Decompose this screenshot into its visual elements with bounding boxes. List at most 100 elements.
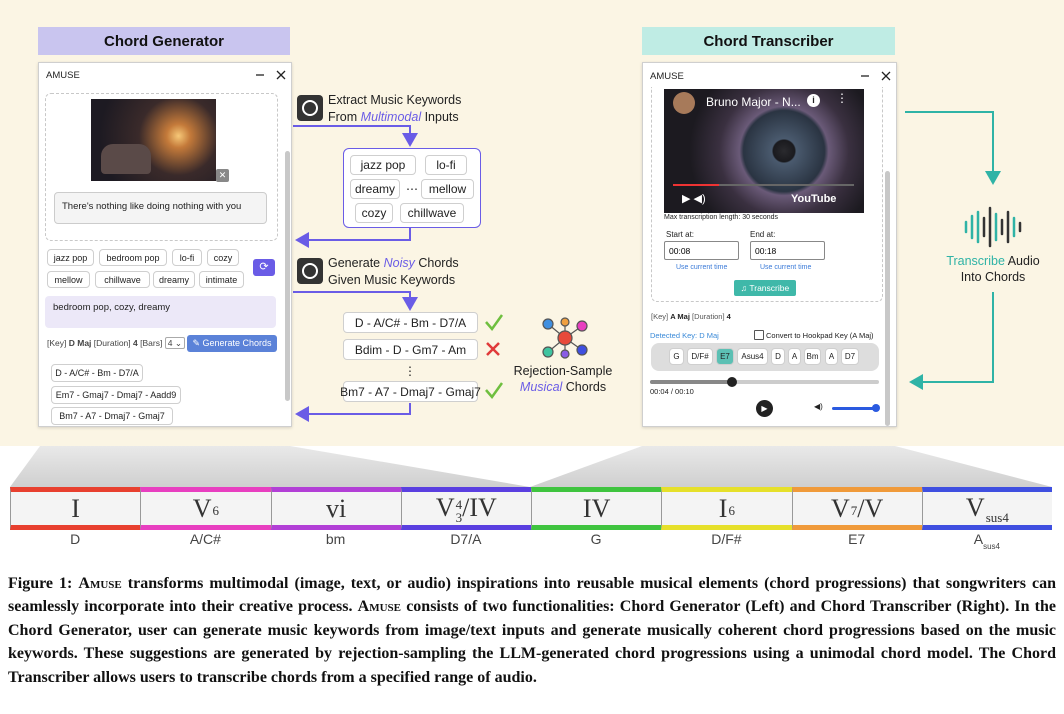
info-icon[interactable]: i [807, 94, 820, 107]
field-label: End at: [750, 230, 776, 239]
keyword-chip[interactable]: intimate [199, 271, 244, 288]
keyword-chip: chillwave [400, 203, 464, 223]
selected-keywords: bedroom pop, cozy, dreamy [45, 296, 276, 328]
bars-select[interactable]: 4 ⌄ [164, 337, 185, 349]
scrollbar[interactable] [285, 151, 290, 401]
volume-slider[interactable] [832, 407, 876, 410]
remove-image-button[interactable]: ✕ [216, 169, 229, 182]
chord-chip[interactable]: A [825, 348, 838, 365]
roman-numeral: vi [326, 494, 346, 524]
numeral-base: V [830, 493, 850, 523]
numeral-base: IV [582, 493, 611, 523]
numeral-figures: 6 [728, 504, 735, 517]
window-controls[interactable] [254, 69, 286, 81]
convert-checkbox[interactable] [754, 330, 764, 340]
numeral-figures: 6 [213, 504, 220, 517]
numeral-segment: V 7/V [791, 487, 922, 530]
max-length-note: Max transcription length: 30 seconds [664, 214, 779, 221]
volume-icon[interactable]: ◀) [814, 402, 823, 411]
video-player[interactable]: Bruno Major - N... i ⋮ ▶ ◀) YouTube [664, 89, 864, 213]
zoom-cone [530, 446, 1052, 487]
use-current-link[interactable]: Use current time [760, 264, 812, 271]
chord-result[interactable]: Bm7 - A7 - Dmaj7 - Gmaj7 [51, 407, 173, 425]
keyword-chip[interactable]: dreamy [153, 271, 195, 288]
generate-button[interactable]: ✎ Generate Chords [187, 335, 277, 352]
chord-root: A/C# [189, 531, 221, 547]
numeral-base: V [435, 493, 455, 523]
transcribe-button[interactable]: ♫ Transcribe [734, 280, 796, 296]
caption-text: Amuse [357, 598, 402, 616]
convert-label[interactable]: Convert to Hookpad Key (A Maj) [766, 331, 874, 340]
audio-progress-fill [650, 380, 732, 384]
chord-chip[interactable]: D/F# [687, 348, 713, 365]
play-button[interactable]: ▶ [756, 400, 773, 417]
keyword-chip: cozy [355, 203, 393, 223]
menu-icon[interactable]: ⋮ [836, 91, 848, 105]
chord-chip[interactable]: A [788, 348, 801, 365]
time-input[interactable]: 00:18 [750, 241, 825, 260]
step-text: Inputs [424, 110, 459, 124]
chord-chip[interactable]: G [669, 348, 684, 365]
audio-progress[interactable] [650, 380, 879, 384]
llm-icon [297, 95, 323, 284]
roman-numeral: I [71, 494, 80, 524]
chord-chip[interactable]: Bm [804, 348, 821, 365]
chord-root: A [973, 531, 984, 547]
numeral-segment: IV [531, 487, 662, 530]
time-input[interactable]: 00:08 [664, 241, 739, 260]
param-label: [Duration] [93, 338, 131, 348]
chord-chip[interactable]: D7 [841, 348, 859, 365]
figure-caption: Figure 1: Amuse transforms multimodal (i… [8, 572, 1056, 689]
numeral-sup: 6 [728, 503, 735, 519]
roman-numeral: V 7/V [831, 494, 883, 524]
button-label: Transcribe [749, 283, 790, 293]
step-highlight: Transcribe [946, 254, 1005, 268]
pipeline-arrows [293, 125, 418, 422]
numeral-sup: 6 [212, 503, 220, 519]
keyword-chip[interactable]: cozy [207, 249, 239, 266]
window-controls[interactable] [859, 70, 891, 82]
use-current-link[interactable]: Use current time [676, 264, 728, 271]
numeral-sup: 4 [455, 496, 463, 512]
param-label: [Duration] [692, 312, 725, 321]
detected-key: Detected Key: D Maj [650, 331, 719, 340]
param-value: D Maj [68, 338, 92, 348]
panel-header: Chord Generator [38, 27, 290, 55]
numeral-figures: sus4 [986, 498, 1009, 524]
video-progress[interactable] [673, 184, 854, 186]
chord-root: bm [325, 531, 346, 547]
refresh-button[interactable]: ⟳ [253, 259, 275, 276]
scrollbar[interactable] [885, 171, 890, 426]
chord-chip[interactable]: Asus4 [737, 348, 768, 365]
chord-name: D7/A [401, 531, 531, 547]
numeral-base: I [71, 493, 80, 523]
numeral-figures: 7 [851, 504, 858, 517]
keyword-chip[interactable]: jazz pop [47, 249, 94, 266]
numeral-segment: I [10, 487, 141, 530]
keyword-chip[interactable]: lo-fi [172, 249, 202, 266]
chord-chip[interactable]: D [771, 348, 785, 365]
keyword-chip: lo-fi [425, 155, 467, 175]
text-input[interactable]: There's nothing like doing nothing with … [54, 192, 267, 224]
keyword-chip[interactable]: chillwave [95, 271, 150, 288]
keyword-chip[interactable]: bedroom pop [99, 249, 167, 266]
chord-result[interactable]: Em7 - Gmaj7 - Dmaj7 - Aadd9 [51, 386, 181, 404]
step-highlight: Musical [519, 380, 563, 394]
chord-result[interactable]: D - A/C# - Bm - D7/A [51, 364, 143, 382]
video-controls[interactable]: ▶ ◀) [682, 193, 706, 205]
chord-chip[interactable]: E7 [716, 348, 734, 365]
keyword-chip[interactable]: mellow [47, 271, 90, 288]
step-label: Rejection-Sample [513, 364, 613, 378]
noisy-chord: D - A/C# - Bm - D7/A [343, 312, 478, 333]
step-text: Chords [418, 256, 459, 270]
field-label: Start at: [666, 230, 695, 239]
image-sofa [101, 144, 151, 174]
numeral-suffix: /IV [462, 493, 497, 523]
volume-knob[interactable] [872, 404, 880, 412]
audio-knob[interactable] [727, 377, 737, 387]
